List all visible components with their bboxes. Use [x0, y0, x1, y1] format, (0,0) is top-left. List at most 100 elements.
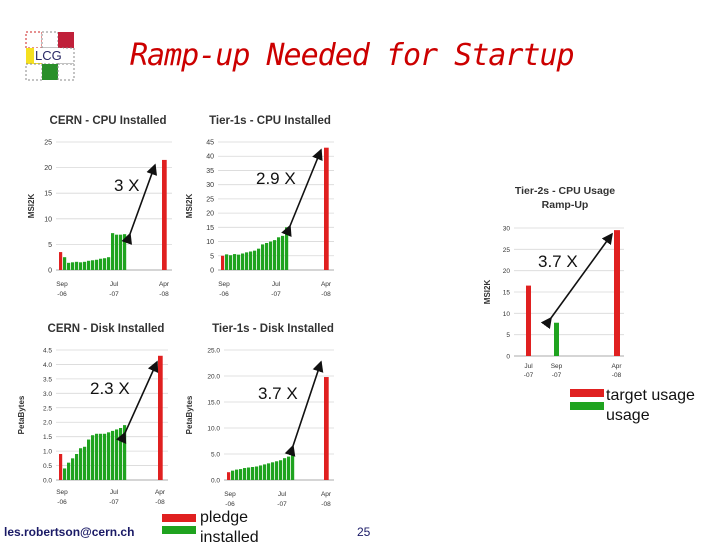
chart-panel-cern-disk: CERN - Disk Installed 0.0 0.5 1.0 1.5 2.0 2.5 3… — [14, 316, 180, 516]
lcg-logo-text: LCG — [34, 48, 63, 63]
bar-usage — [275, 461, 279, 480]
bar-usage — [273, 240, 277, 270]
bar-target-first — [221, 255, 225, 270]
bar-usage — [63, 468, 67, 480]
chart-panel-tier1-cpu: Tier-1s - CPU Installed 0 5 10 15 20 25 30 35 40 4… — [182, 104, 342, 302]
bar-usage — [67, 262, 71, 270]
legend-swatch-usage — [570, 402, 604, 410]
factor-label-tier1-cpu: 2.9 X — [256, 169, 296, 188]
y-tick-label: 25 — [503, 247, 511, 254]
y-tick-label: 3.0 — [43, 391, 52, 398]
bar-usage — [281, 235, 285, 270]
bar-usage — [269, 241, 273, 270]
chart-panel-cern-cpu: CERN - CPU Installed 0 5 10 15 20 25 MSI2K Sep -0… — [24, 104, 180, 302]
y-tick-label: 25.0 — [207, 348, 220, 355]
bar-usage — [95, 259, 99, 270]
y-tick-label: 10 — [44, 216, 52, 223]
bar-usage — [111, 430, 115, 480]
bar-target-last — [614, 230, 620, 356]
y-axis-label: MSI2K — [185, 194, 194, 219]
bar-usage — [235, 469, 239, 480]
y-tick-label: 35 — [206, 168, 214, 175]
x-tick-label-year: -07 — [109, 291, 119, 298]
bar-usage — [277, 237, 281, 270]
bar-usage — [233, 254, 237, 270]
bar-usage — [103, 433, 107, 480]
x-tick-label: Jul — [110, 281, 119, 288]
bar-usage — [83, 261, 87, 270]
legend-swatch-installed — [162, 526, 196, 534]
bar-usage — [279, 460, 283, 480]
chart-title: Tier-2s - CPU Usage — [515, 185, 615, 197]
bar-usage — [259, 465, 263, 480]
y-tick-label: 20.0 — [207, 374, 220, 381]
y-tick-label: 25 — [44, 140, 52, 147]
y-tick-label: 15.0 — [207, 400, 220, 407]
bar-usage — [99, 258, 103, 270]
chart-cern-disk: CERN - Disk Installed 0.0 0.5 1.0 1.5 2.0 2.5 3… — [17, 323, 168, 506]
chart-title: Tier-1s - CPU Installed — [209, 115, 331, 127]
bar-usage — [79, 448, 83, 480]
y-tick-label: 5 — [210, 253, 214, 260]
bar-usage — [255, 466, 259, 480]
bar-usage — [99, 433, 103, 480]
y-tick-label: 0.0 — [43, 478, 52, 485]
bar-usage — [83, 446, 87, 480]
bar-usage — [249, 251, 253, 270]
bar-usage — [245, 252, 249, 270]
x-tick-label: Sep — [56, 489, 68, 496]
y-axis-label: PetaBytes — [17, 395, 26, 434]
factor-label-cern-disk: 2.3 X — [90, 379, 130, 398]
bar-usage — [267, 463, 271, 480]
x-tick-label-year: -07 — [109, 499, 119, 506]
x-tick-label: Jul — [110, 489, 119, 496]
y-tick-label: 40 — [206, 154, 214, 161]
bar-usage — [103, 258, 107, 270]
y-tick-label: 4.5 — [43, 348, 52, 355]
bar-usage — [111, 233, 115, 270]
x-tick-label-year: -07 — [552, 372, 562, 379]
x-tick-label: Apr — [321, 281, 332, 288]
bar-usage — [554, 322, 559, 356]
page-number: 25 — [357, 525, 371, 539]
y-tick-label: 15 — [44, 191, 52, 198]
bar-usage — [271, 462, 275, 480]
factor-label-cern-cpu: 3 X — [114, 176, 140, 195]
bar-target-last — [158, 355, 163, 480]
slide-title: Ramp-up Needed for Startup — [130, 38, 575, 73]
bar-usage — [79, 262, 83, 270]
y-tick-label: 30 — [206, 182, 214, 189]
x-tick-label: Jul — [278, 491, 287, 498]
y-tick-label: 1.5 — [43, 434, 52, 441]
bar-target-last — [324, 147, 329, 270]
chart-panel-tier1-disk: Tier-1s - Disk Installed 0.0 5.0 10.0 15.0 20… — [182, 316, 346, 516]
bar-usage — [71, 262, 75, 270]
y-tick-label: 1.0 — [43, 449, 52, 456]
bar-usage — [237, 254, 241, 270]
chart-tier1-disk: Tier-1s - Disk Installed 0.0 5.0 10.0 15.0 20… — [185, 323, 334, 508]
chart-title: Tier-1s - Disk Installed — [212, 323, 334, 335]
bar-usage — [119, 428, 123, 480]
x-tick-label-year: -08 — [159, 291, 169, 298]
legend-swatch-pledge — [162, 514, 196, 522]
y-tick-label: 10 — [206, 239, 214, 246]
y-tick-label: 3.5 — [43, 376, 52, 383]
legend-label-usage: usage — [606, 407, 650, 424]
y-tick-label: 0.0 — [211, 478, 220, 485]
bar-target-last — [324, 377, 329, 480]
legend-label-installed: installed — [200, 529, 259, 546]
bar-usage — [263, 464, 267, 480]
x-tick-label: Sep — [218, 281, 230, 288]
y-tick-label: 0 — [506, 354, 510, 361]
bar-target-first — [59, 252, 63, 270]
y-tick-label: 2.5 — [43, 405, 52, 412]
bar-usage — [107, 257, 111, 270]
bar-usage — [243, 468, 247, 480]
y-tick-label: 10.0 — [207, 426, 220, 433]
x-tick-label: Sep — [56, 281, 68, 288]
chart-tier1-cpu: Tier-1s - CPU Installed 0 5 10 15 20 25 30 35 40 4… — [185, 115, 334, 298]
y-tick-label: 0 — [210, 268, 214, 275]
legend-label-target-usage: target usage — [606, 387, 695, 404]
lcg-logo: LCG — [22, 28, 78, 84]
bar-usage — [241, 253, 245, 270]
